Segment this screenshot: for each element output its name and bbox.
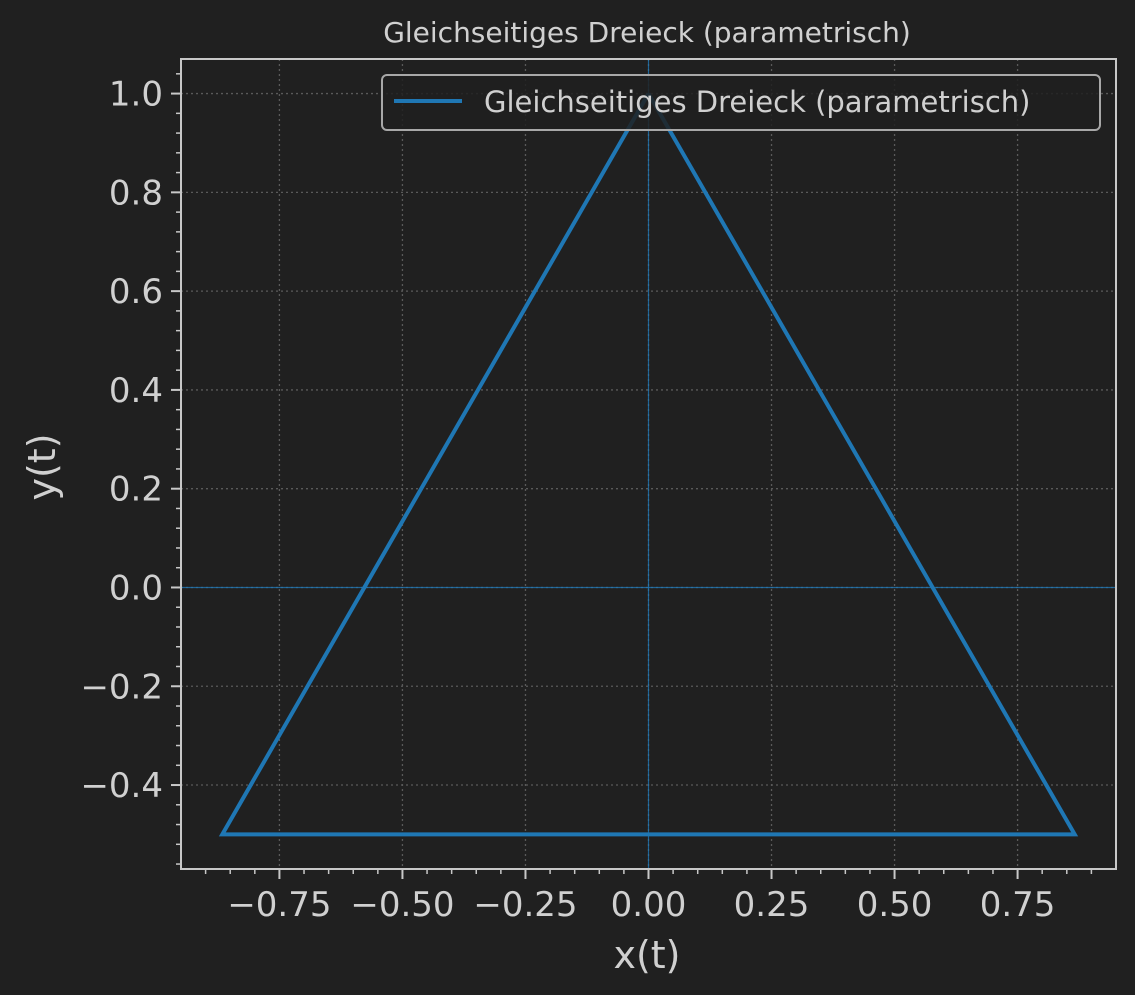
x-tick-label: −0.50	[350, 885, 454, 925]
y-tick-label: 0.2	[109, 470, 163, 510]
y-tick-label: 1.0	[109, 75, 163, 115]
y-tick-label: −0.4	[80, 766, 163, 806]
x-axis-ticks: −0.75 −0.50 −0.25 0.00 0.25 0.50 0.75	[204, 869, 1093, 925]
x-tick-label: −0.25	[473, 885, 577, 925]
series-layer	[218, 92, 1079, 837]
y-tick-label: 0.0	[109, 568, 163, 608]
y-tick-label: 0.8	[109, 173, 163, 213]
y-tick-label: 0.4	[109, 371, 163, 411]
x-tick-label: 0.00	[611, 885, 687, 925]
x-tick-label: 0.50	[857, 885, 933, 925]
chart-title: Gleichseitiges Dreieck (parametrisch)	[383, 16, 911, 49]
x-tick-label: 0.25	[734, 885, 810, 925]
reference-lines	[181, 59, 1116, 869]
y-tick-label: −0.2	[80, 667, 163, 707]
legend-label: Gleichseitiges Dreieck (parametrisch)	[484, 85, 1030, 119]
series-line	[218, 92, 1079, 837]
y-tick-label: 0.6	[109, 272, 163, 312]
x-tick-label: −0.75	[227, 885, 331, 925]
legend: Gleichseitiges Dreieck (parametrisch)	[381, 74, 1101, 131]
y-axis-ticks: −0.4 −0.2 0.0 0.2 0.4 0.6 0.8 1.0	[80, 73, 181, 865]
y-axis-label: y(t)	[20, 433, 64, 500]
x-tick-label: 0.75	[980, 885, 1056, 925]
legend-box	[381, 74, 1101, 131]
x-axis-label: x(t)	[613, 933, 680, 977]
